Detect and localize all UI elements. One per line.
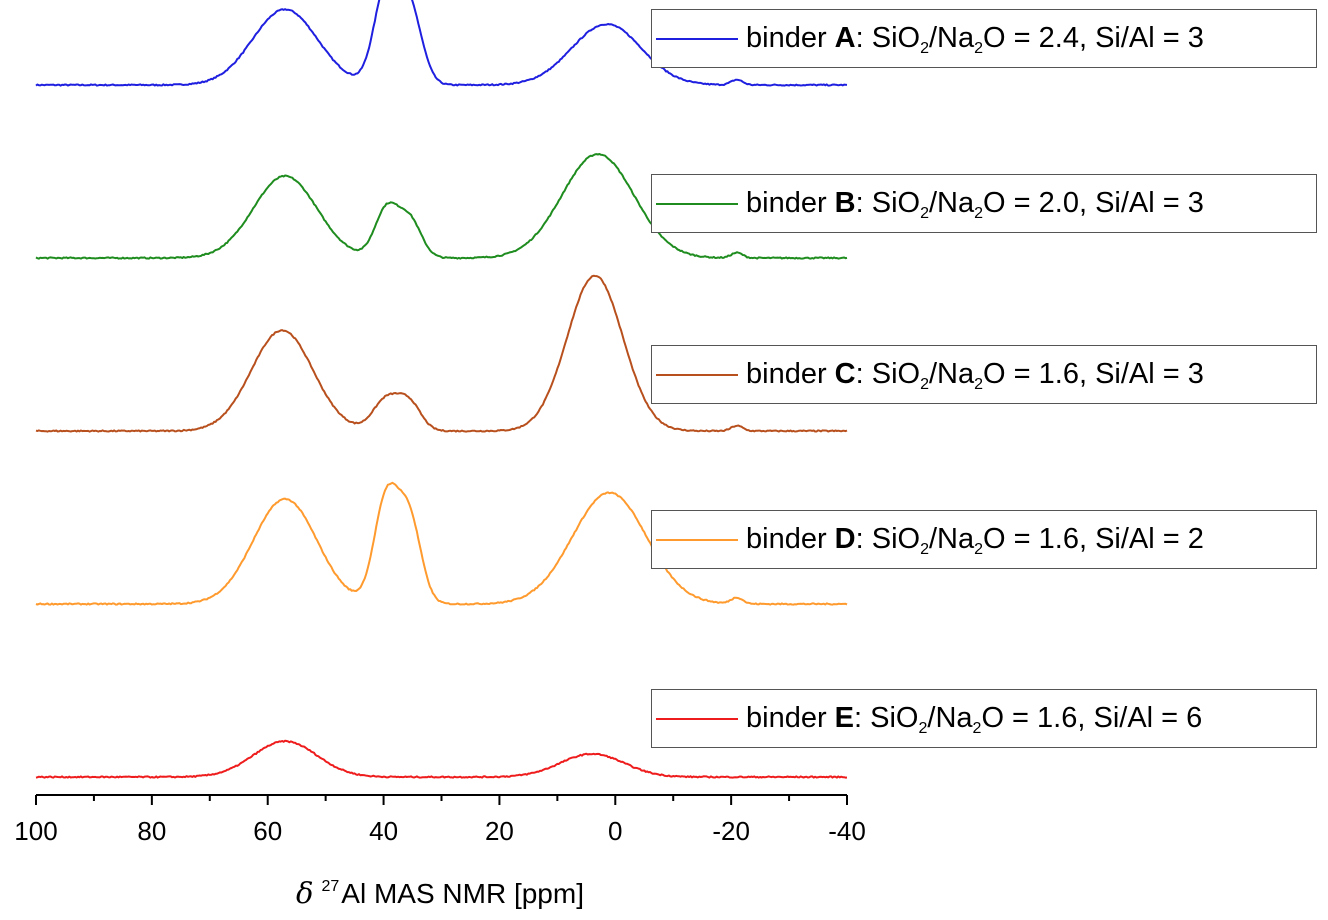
legend-label: binder B: SiO2/Na2O = 2.0, Si/Al = 3: [746, 187, 1204, 222]
legend-subscript: 2: [974, 541, 984, 558]
legend-letter: A: [834, 22, 856, 54]
legend-swatch: [656, 202, 738, 205]
legend-prefix: binder: [746, 702, 835, 734]
x-tick-label: 80: [137, 816, 166, 846]
legend-subscript: 2: [920, 376, 929, 393]
legend-label: binder D: SiO2/Na2O = 1.6, Si/Al = 2: [746, 523, 1204, 558]
legend-text: O = 1.6, Si/Al = 6: [981, 702, 1203, 734]
legend-label: binder C: SiO2/Na2O = 1.6, Si/Al = 3: [746, 358, 1204, 393]
legend-text: /Na: [929, 187, 975, 219]
legend-swatch: [656, 717, 738, 720]
legend-text: /Na: [929, 22, 975, 54]
legend-e: binder E: SiO2/Na2O = 1.6, Si/Al = 6: [651, 689, 1317, 748]
x-tick-label: 40: [369, 816, 398, 846]
legend-text: /Na: [927, 702, 973, 734]
legend-swatch: [656, 538, 738, 541]
x-tick-label: 100: [14, 816, 57, 846]
x-axis-title-isotope: 27: [321, 878, 339, 895]
x-axis-title-symbol: δ: [296, 876, 313, 910]
series-line-e: [35, 739, 848, 779]
x-tick-label: -20: [712, 816, 750, 846]
legend-text: : SiO: [854, 702, 919, 734]
legend-prefix: binder: [746, 358, 835, 390]
legend-subscript: 2: [974, 40, 984, 57]
legend-subscript: 2: [972, 720, 982, 737]
legend-text: O = 1.6, Si/Al = 3: [983, 358, 1204, 390]
legend-prefix: binder: [746, 523, 835, 555]
legend-subscript: 2: [920, 205, 929, 222]
x-tick-label: -40: [828, 816, 866, 846]
x-tick-label: 0: [608, 816, 622, 846]
legend-prefix: binder: [746, 187, 835, 219]
series-layer: [35, 0, 848, 779]
x-axis: 100 80 60 40 20 0 -20 -40: [14, 794, 866, 846]
legend-subscript: 2: [920, 541, 929, 558]
legend-text: O = 2.0, Si/Al = 3: [983, 187, 1204, 219]
legend-text: O = 2.4, Si/Al = 3: [983, 22, 1204, 54]
legend-letter: D: [834, 523, 856, 555]
x-tick-label: 60: [253, 816, 282, 846]
legend-letter: C: [834, 358, 856, 390]
legend-b: binder B: SiO2/Na2O = 2.0, Si/Al = 3: [651, 174, 1317, 233]
legend-subscript: 2: [918, 720, 928, 737]
legend-text: : SiO: [855, 187, 921, 219]
legend-text: : SiO: [855, 22, 921, 54]
legend-swatch: [656, 373, 738, 376]
legend-c: binder C: SiO2/Na2O = 1.6, Si/Al = 3: [651, 345, 1317, 404]
legend-subscript: 2: [920, 40, 929, 57]
legend-subscript: 2: [974, 205, 984, 222]
legend-subscript: 2: [974, 376, 984, 393]
series-line-d: [35, 481, 848, 606]
legend-text: /Na: [929, 358, 975, 390]
series-line-a: [35, 0, 848, 87]
legend-prefix: binder: [746, 22, 835, 54]
legend-text: : SiO: [855, 523, 921, 555]
legend-d: binder D: SiO2/Na2O = 1.6, Si/Al = 2: [651, 510, 1317, 569]
series-line-c: [35, 274, 848, 433]
legend-text: : SiO: [855, 358, 921, 390]
legend-letter: E: [834, 702, 855, 734]
x-axis-title-text: Al MAS NMR [ppm]: [341, 878, 584, 909]
legend-a: binder A: SiO2/Na2O = 2.4, Si/Al = 3: [651, 9, 1317, 68]
legend-letter: B: [834, 187, 856, 219]
legend-text: O = 1.6, Si/Al = 2: [983, 523, 1204, 555]
x-axis-title: δ 27Al MAS NMR [ppm]: [296, 876, 584, 910]
legend-label: binder E: SiO2/Na2O = 1.6, Si/Al = 6: [746, 702, 1203, 737]
legend-swatch: [656, 37, 738, 40]
legend-label: binder A: SiO2/Na2O = 2.4, Si/Al = 3: [746, 22, 1204, 57]
legend-text: /Na: [929, 523, 975, 555]
x-tick-label: 20: [485, 816, 514, 846]
series-line-b: [35, 153, 848, 260]
